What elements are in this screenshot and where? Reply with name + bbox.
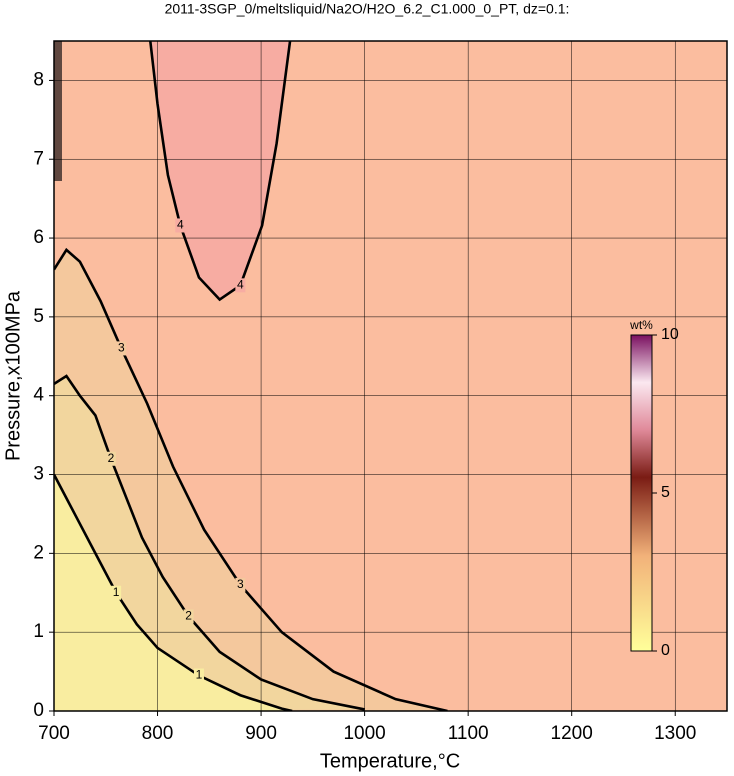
contour-label: 1 [113,585,120,599]
contour-label-bg [175,218,186,233]
contour-label-bg [183,609,194,624]
y-tick-label: 1 [33,621,44,642]
contour-label-bg [193,668,204,683]
contour-label-bg [105,451,116,466]
contour-label: 4 [237,278,244,292]
y-tick-label: 7 [33,148,44,169]
edge-band [54,41,62,181]
x-tick-label: 1000 [343,723,385,744]
contour-label: 1 [196,668,203,682]
plot-frame [53,40,728,712]
plot-area: 4 4 3 3 2 2 1 1 [54,41,727,711]
contour-line [148,41,292,302]
y-tick-label: 4 [33,385,44,406]
colorbar-tick-label: 0 [661,642,670,659]
x-axis-label: Temperature,°C [320,750,460,772]
contour-label-bg [116,341,127,356]
contour-label: 4 [177,218,184,232]
contour-label: 3 [118,341,125,355]
x-tick-label: 800 [142,723,174,744]
contour-label: 2 [185,609,192,623]
x-tick-label: 900 [245,723,277,744]
x-tick-label: 1300 [654,723,696,744]
x-tick-label: 1100 [448,723,489,744]
y-tick-label: 2 [33,542,44,563]
contour-label-bg [235,577,246,592]
chart-title: 2011-3SGP_0/meltsliquid/Na2O/H2O_6.2_C1.… [165,1,570,17]
colorbar [630,334,653,652]
y-tick-label: 8 [33,69,44,90]
y-tick-label: 3 [33,464,44,485]
contour-label: 2 [108,451,115,465]
colorbar-label: wt% [629,318,653,332]
contour-label-bg [235,278,246,293]
x-tick-label: 1200 [551,723,593,744]
contour-label: 3 [237,577,244,591]
colorbar-tick-label: 10 [661,326,679,343]
contour-label-bg [111,585,122,600]
colorbar-tick-label: 5 [661,484,670,501]
y-axis-label: Pressure,x100MPa [2,290,24,461]
contour-line [54,247,448,711]
axes: 700 800 900 1000 1100 1200 1300 0 1 2 3 4 5 6 7 8 wt% 0 5 1… [33,40,728,744]
y-tick-label: 6 [33,227,44,248]
x-tick-label: 700 [38,723,70,744]
contour-fill [54,474,293,711]
y-tick-label: 5 [33,306,44,327]
y-tick-label: 0 [33,700,44,721]
contour-fill [150,41,291,300]
